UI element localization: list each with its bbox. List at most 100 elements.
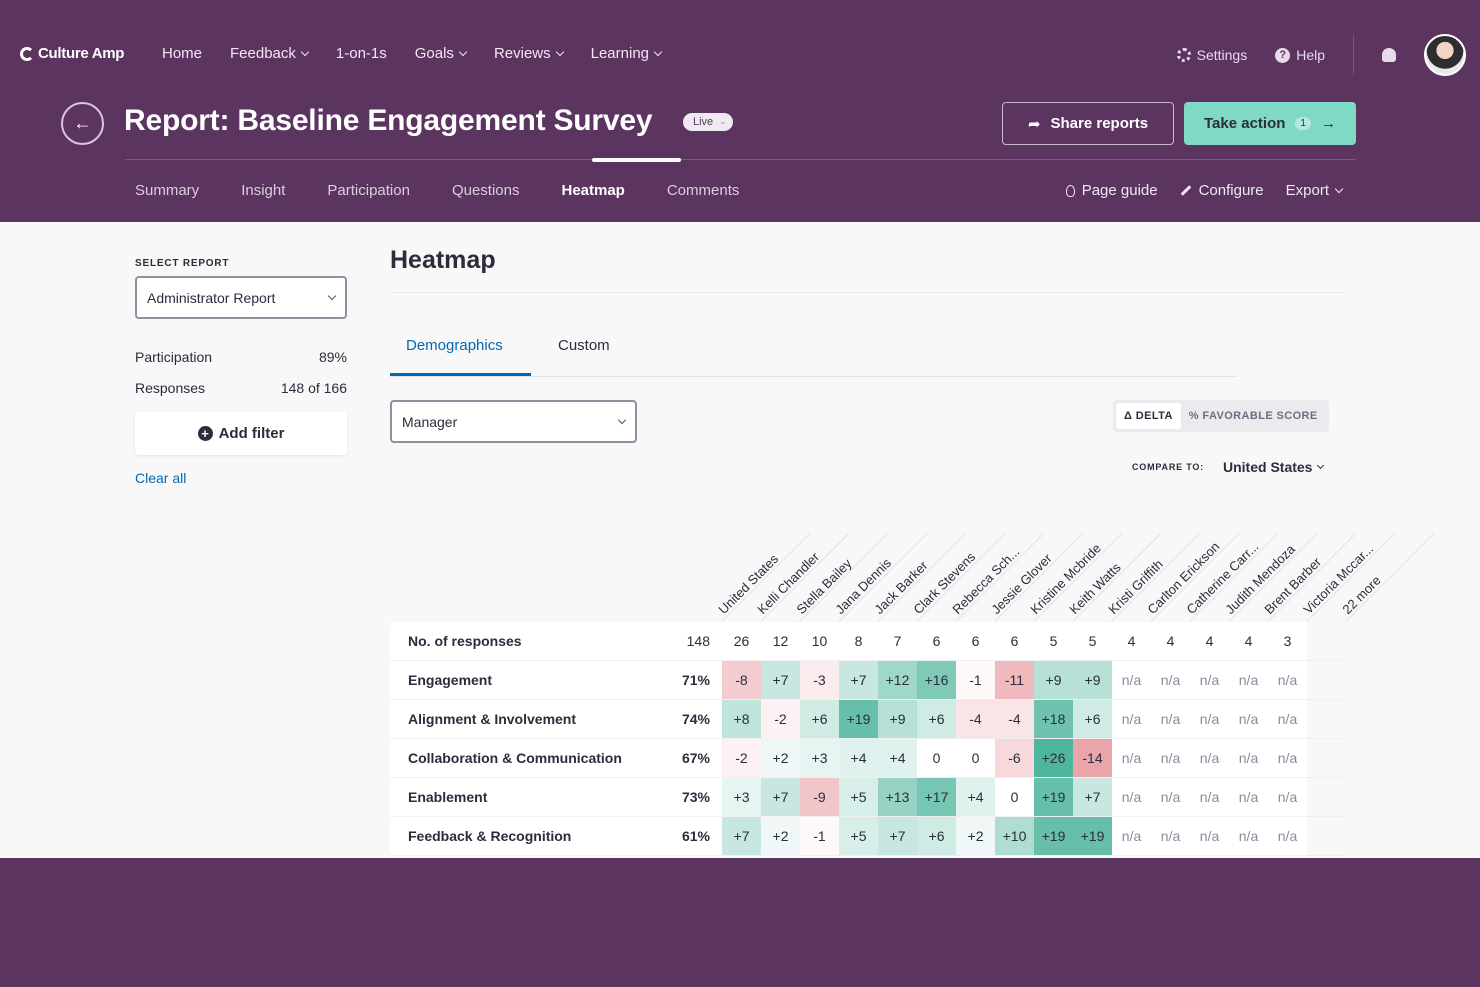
heatmap-cell[interactable]: n/a <box>1151 661 1190 699</box>
heatmap-cell[interactable]: n/a <box>1268 817 1307 855</box>
heatmap-cell[interactable]: 7 <box>893 633 902 649</box>
clear-all-link[interactable]: Clear all <box>135 470 187 486</box>
heatmap-cell[interactable]: -4 <box>956 700 995 738</box>
heatmap-cell[interactable]: +7 <box>761 661 800 699</box>
heatmap-cell[interactable]: 6 <box>1010 633 1019 649</box>
heatmap-cell[interactable]: +9 <box>1073 661 1112 699</box>
heatmap-cell[interactable]: +9 <box>1034 661 1073 699</box>
heatmap-cell[interactable]: n/a <box>1190 778 1229 816</box>
heatmap-cell[interactable]: 4 <box>1244 633 1253 649</box>
heatmap-cell[interactable]: +6 <box>917 700 956 738</box>
nav-item-reviews[interactable]: Reviews <box>494 45 564 62</box>
heatmap-cell[interactable]: +9 <box>878 700 917 738</box>
add-filter-button[interactable]: + Add filter <box>135 412 347 455</box>
heatmap-cell[interactable]: +19 <box>1034 817 1073 855</box>
nav-item-home[interactable]: Home <box>162 45 202 62</box>
heatmap-cell[interactable]: +19 <box>1073 817 1112 855</box>
heatmap-cell[interactable]: 5 <box>1049 633 1058 649</box>
heatmap-cell[interactable]: n/a <box>1112 817 1151 855</box>
take-action-button[interactable]: Take action 1 → <box>1184 102 1356 145</box>
heatmap-cell[interactable]: n/a <box>1190 661 1229 699</box>
heatmap-cell[interactable]: n/a <box>1229 661 1268 699</box>
heatmap-cell[interactable]: n/a <box>1151 778 1190 816</box>
heatmap-cell[interactable]: -1 <box>800 817 839 855</box>
heatmap-cell[interactable]: 12 <box>772 633 789 649</box>
settings-link[interactable]: Settings <box>1176 47 1247 63</box>
heatmap-cell[interactable]: +7 <box>1073 778 1112 816</box>
share-reports-button[interactable]: ➦ Share reports <box>1002 102 1174 145</box>
heatmap-cell[interactable]: +16 <box>917 661 956 699</box>
heatmap-cell[interactable]: 26 <box>733 633 750 649</box>
tab-comments[interactable]: Comments <box>666 182 740 199</box>
heatmap-cell[interactable]: +18 <box>1034 700 1073 738</box>
delta-toggle-option[interactable]: Δ DELTA <box>1116 403 1181 429</box>
heatmap-cell[interactable]: n/a <box>1268 739 1307 777</box>
page-guide-button[interactable]: Page guide <box>1065 182 1158 199</box>
heatmap-cell[interactable]: +2 <box>956 817 995 855</box>
heatmap-cell[interactable]: n/a <box>1190 700 1229 738</box>
user-avatar[interactable] <box>1424 34 1466 76</box>
heatmap-cell[interactable]: -6 <box>995 739 1034 777</box>
report-select[interactable]: Administrator Report <box>135 276 347 319</box>
heatmap-cell[interactable]: +8 <box>722 700 761 738</box>
heatmap-cell[interactable]: n/a <box>1268 700 1307 738</box>
heatmap-cell[interactable]: n/a <box>1151 700 1190 738</box>
heatmap-cell[interactable]: +19 <box>1034 778 1073 816</box>
heatmap-cell[interactable]: -11 <box>995 661 1034 699</box>
heatmap-cell[interactable]: +2 <box>761 817 800 855</box>
heatmap-cell[interactable]: +5 <box>839 778 878 816</box>
heatmap-cell[interactable]: n/a <box>1268 661 1307 699</box>
nav-item-feedback[interactable]: Feedback <box>230 45 310 62</box>
tab-custom[interactable]: Custom <box>558 337 610 354</box>
heatmap-cell[interactable]: +6 <box>800 700 839 738</box>
heatmap-cell[interactable]: 8 <box>854 633 863 649</box>
heatmap-cell[interactable]: +7 <box>722 817 761 855</box>
heatmap-cell[interactable]: n/a <box>1112 739 1151 777</box>
heatmap-cell[interactable]: +6 <box>917 817 956 855</box>
heatmap-cell[interactable]: +6 <box>1073 700 1112 738</box>
heatmap-cell[interactable]: +7 <box>839 661 878 699</box>
heatmap-cell[interactable]: n/a <box>1229 817 1268 855</box>
heatmap-cell[interactable]: n/a <box>1112 700 1151 738</box>
compare-to-dropdown[interactable]: United States <box>1223 459 1325 475</box>
heatmap-cell[interactable]: -14 <box>1073 739 1112 777</box>
heatmap-cell[interactable]: 6 <box>971 633 980 649</box>
group-select[interactable]: Manager <box>390 400 637 443</box>
configure-button[interactable]: Configure <box>1180 182 1264 199</box>
heatmap-cell[interactable]: n/a <box>1190 739 1229 777</box>
brand-logo[interactable]: Culture Amp <box>20 45 124 62</box>
heatmap-cell[interactable]: n/a <box>1112 661 1151 699</box>
heatmap-cell[interactable]: 0 <box>917 739 956 777</box>
heatmap-cell[interactable]: 4 <box>1205 633 1214 649</box>
tab-demographics[interactable]: Demographics <box>406 337 503 354</box>
heatmap-cell[interactable]: +7 <box>761 778 800 816</box>
heatmap-cell[interactable]: n/a <box>1190 817 1229 855</box>
heatmap-cell[interactable]: +4 <box>956 778 995 816</box>
nav-item-learning[interactable]: Learning <box>591 45 663 62</box>
heatmap-cell[interactable]: 0 <box>956 739 995 777</box>
heatmap-cell[interactable]: +3 <box>800 739 839 777</box>
heatmap-cell[interactable]: +13 <box>878 778 917 816</box>
favorable-score-toggle-option[interactable]: % FAVORABLE SCORE <box>1188 410 1318 422</box>
heatmap-cell[interactable]: n/a <box>1151 817 1190 855</box>
heatmap-cell[interactable]: +26 <box>1034 739 1073 777</box>
heatmap-cell[interactable]: 4 <box>1166 633 1175 649</box>
notification-bell-icon[interactable] <box>1382 48 1396 62</box>
heatmap-cell[interactable]: -8 <box>722 661 761 699</box>
heatmap-cell[interactable]: n/a <box>1268 778 1307 816</box>
heatmap-cell[interactable]: n/a <box>1229 739 1268 777</box>
heatmap-cell[interactable]: 10 <box>811 633 828 649</box>
heatmap-cell[interactable]: n/a <box>1229 778 1268 816</box>
heatmap-cell[interactable]: +4 <box>839 739 878 777</box>
heatmap-cell[interactable]: -3 <box>800 661 839 699</box>
heatmap-cell[interactable]: 4 <box>1127 633 1136 649</box>
heatmap-cell[interactable]: -9 <box>800 778 839 816</box>
heatmap-cell[interactable]: -2 <box>761 700 800 738</box>
heatmap-cell[interactable]: +4 <box>878 739 917 777</box>
heatmap-cell[interactable]: +3 <box>722 778 761 816</box>
heatmap-cell[interactable]: +5 <box>839 817 878 855</box>
heatmap-cell[interactable]: +10 <box>995 817 1034 855</box>
help-link[interactable]: ? Help <box>1275 47 1325 63</box>
tab-questions[interactable]: Questions <box>451 182 520 199</box>
heatmap-cell[interactable]: 5 <box>1088 633 1097 649</box>
